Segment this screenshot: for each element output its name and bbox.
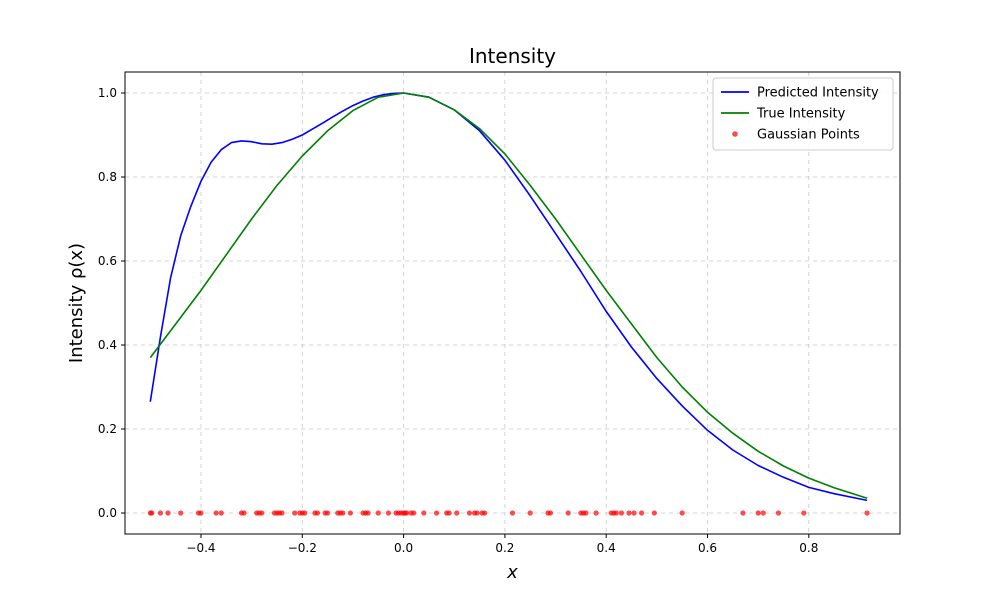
- legend-box: [712, 77, 894, 151]
- x-axis-title: x: [506, 562, 518, 583]
- scatter-point: [385, 510, 391, 516]
- scatter-point: [292, 510, 298, 516]
- scatter-point: [775, 510, 782, 516]
- x-tick-label: 0.8: [799, 541, 818, 555]
- scatter-point: [411, 510, 417, 516]
- scatter-point: [618, 510, 625, 516]
- scatter-point: [198, 510, 204, 516]
- y-tick-label: 0.8: [98, 170, 117, 184]
- x-tick-label: 0.6: [698, 541, 717, 555]
- scatter-point: [864, 510, 870, 516]
- scatter-point: [165, 510, 171, 516]
- scatter-point: [218, 510, 224, 516]
- legend-label: Predicted Intensity: [757, 86, 879, 101]
- scatter-point: [679, 510, 685, 516]
- scatter-point: [527, 510, 533, 516]
- series-scatter-gaussian-points: [147, 510, 870, 516]
- scatter-point: [347, 510, 354, 516]
- scatter-point: [613, 510, 619, 516]
- scatter-point: [365, 510, 371, 516]
- scatter-point: [474, 510, 480, 516]
- scatter-point: [375, 510, 381, 516]
- scatter-point: [565, 510, 571, 516]
- scatter-point: [325, 510, 331, 516]
- scatter-point: [547, 510, 554, 516]
- scatter-point: [259, 510, 265, 516]
- x-tick-label: 0.4: [597, 541, 616, 555]
- scatter-point: [404, 510, 410, 516]
- scatter-point: [583, 510, 589, 516]
- scatter-point: [509, 510, 516, 516]
- scatter-point: [593, 510, 599, 516]
- scatter-point: [421, 510, 427, 516]
- y-axis-title: Intensity ρ(x): [66, 243, 87, 363]
- series-line-predicted-intensity: [149, 92, 868, 502]
- scatter-point: [631, 510, 637, 516]
- scatter-point: [279, 510, 285, 516]
- scatter-point: [454, 510, 460, 516]
- legend: Predicted Intensity True Intensity Gaussia…: [712, 77, 894, 151]
- scatter-point: [626, 510, 632, 516]
- plot-series: [147, 92, 870, 516]
- series-line-true-intensity: [149, 92, 868, 500]
- scatter-point: [178, 510, 184, 516]
- scatter-point: [740, 510, 746, 516]
- scatter-point: [157, 510, 164, 516]
- y-tick-label: 0.0: [98, 506, 117, 520]
- scatter-point: [433, 510, 440, 516]
- y-tick-label: 0.4: [98, 338, 117, 352]
- scatter-point: [755, 510, 761, 516]
- legend-swatch: [732, 131, 738, 137]
- scatter-point: [213, 510, 219, 516]
- scatter-point: [149, 510, 155, 516]
- x-tick-label: 0.2: [495, 541, 514, 555]
- x-tick-label: 0.0: [394, 541, 413, 555]
- scatter-point: [639, 510, 645, 516]
- legend-label: Gaussian Points: [757, 128, 860, 143]
- scatter-point: [446, 510, 452, 516]
- grid: [125, 72, 900, 534]
- legend-label: True Intensity: [756, 107, 846, 122]
- x-tick-label: −0.2: [288, 541, 317, 555]
- scatter-point: [801, 510, 807, 516]
- scatter-point: [340, 510, 346, 516]
- y-tick-label: 0.6: [98, 254, 117, 268]
- scatter-point: [241, 510, 247, 516]
- scatter-point: [482, 510, 488, 516]
- plot-frame: [124, 71, 901, 535]
- scatter-point: [760, 510, 766, 516]
- scatter-point: [466, 510, 473, 516]
- scatter-point: [314, 510, 321, 516]
- chart-title: Intensity: [469, 44, 556, 68]
- x-tick-label: −0.4: [186, 541, 215, 555]
- y-tick-label: 0.2: [98, 422, 117, 436]
- scatter-point: [302, 510, 308, 516]
- y-tick-label: 1.0: [98, 86, 117, 100]
- axis-ticks: −0.4 −0.2 0.0 0.2 0.4 0.6 0.8 0.0 0.2 0.4 0.6 0.8 1.…: [98, 86, 818, 555]
- scatter-point: [651, 510, 657, 516]
